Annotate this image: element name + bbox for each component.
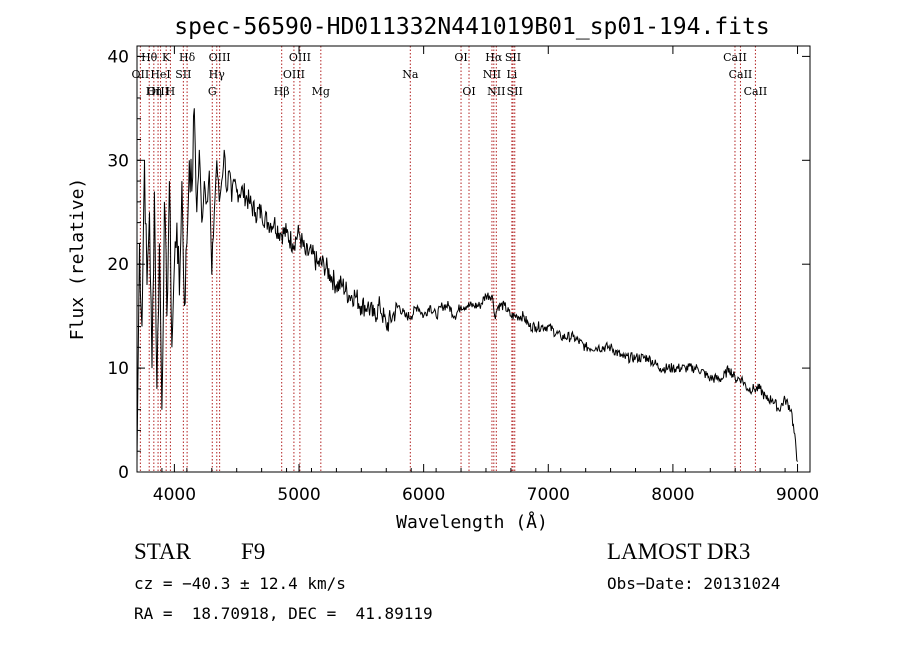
survey-name: LAMOST DR3 [607,539,751,564]
object-class: STAR [134,539,191,564]
redshift-velocity: cz = −40.3 ± 12.4 km/s [134,574,346,593]
line-label-li: Li [506,68,517,81]
line-label-h-delta: Hδ [179,51,196,64]
chart-title: spec-56590-HD011332N441019B01_sp01-194.f… [174,14,769,40]
line-label-oiii-3869: OIII [147,85,169,98]
line-label-caii-8542: CaII [729,68,753,81]
x-tick-label: 8000 [651,485,694,505]
line-label-h-gamma: Hγ [209,68,226,81]
line-label-mg: Mg [312,85,330,98]
line-label-h-eta: Hη [146,85,162,98]
y-axis-label: Flux (relative) [67,178,88,341]
line-label-h: H [166,85,176,98]
y-tick-label: 20 [107,255,129,275]
line-label-hei: HeI [150,68,170,81]
x-axis-ticks: 4000 5000 6000 7000 8000 9000 [136,46,819,505]
x-tick-label: 4000 [153,485,196,505]
line-label-g: G [208,85,217,98]
y-tick-label: 30 [107,151,129,171]
flux-series-line [136,108,798,462]
x-tick-label: 5000 [277,485,320,505]
line-label-h-alpha: Hα [485,51,503,64]
y-axis-ticks: 0 10 20 30 40 [107,47,810,483]
line-label-oiii-5007: OIII [289,51,311,64]
line-label-sii-6731: SII [507,85,523,98]
y-tick-label: 40 [107,47,129,67]
line-label-nii-6548: NII [483,68,501,81]
line-label-h-beta: Hβ [274,85,290,98]
x-axis-label: Wavelength (Å) [396,511,548,533]
line-label-oiii-4959: OIII [283,68,305,81]
line-label-oi-6300: OI [454,51,467,64]
y-tick-label: 10 [107,359,129,379]
line-label-na: Na [402,68,419,81]
line-label-oii: OII [132,68,150,81]
x-tick-label: 7000 [527,485,570,505]
line-label-sii-4072: SII [175,68,191,81]
line-label-oi-6364: OI [462,85,475,98]
line-label-caii-8498: CaII [723,51,747,64]
plot-frame [136,45,811,473]
line-label-caii-8662: CaII [744,85,768,98]
x-tick-label: 9000 [776,485,819,505]
line-label-oiii-4363: OIII [209,51,231,64]
sky-coordinates: RA = 18.70918, DEC = 41.89119 [134,604,433,623]
line-label-sii-6717: SII [505,51,521,64]
line-label-nii-6583: NII [487,85,505,98]
line-label-k: K [162,51,171,64]
line-label-h-theta: Hθ [141,51,158,64]
object-subclass: F9 [241,539,266,564]
x-tick-label: 6000 [402,485,445,505]
observation-date: Obs−Date: 20131024 [607,574,781,593]
spectral-line-markers [139,46,756,472]
y-tick-label: 0 [118,463,129,483]
